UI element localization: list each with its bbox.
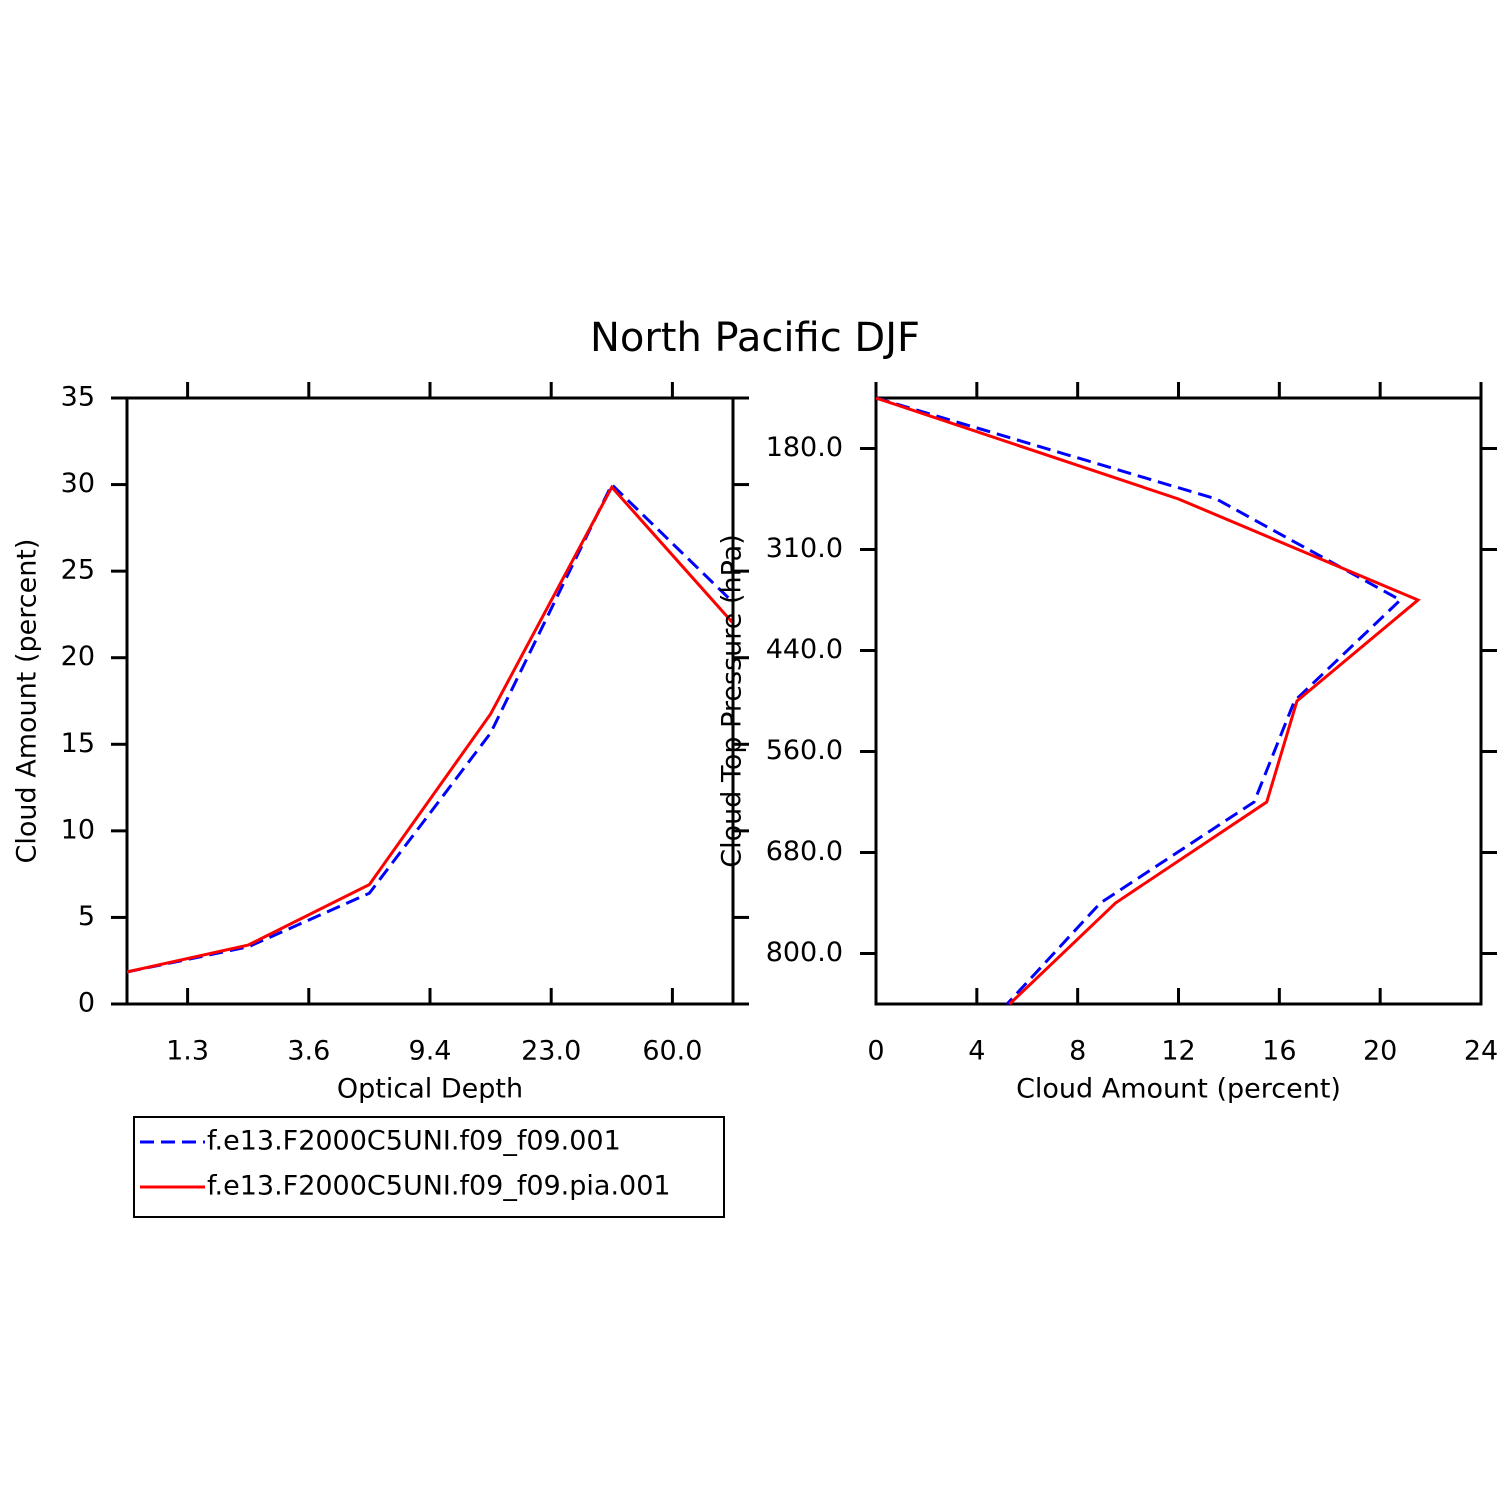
y-tick-label: 10 bbox=[61, 814, 95, 845]
y-axis-title: Cloud Amount (percent) bbox=[12, 539, 43, 864]
x-tick-label: 8 bbox=[1069, 1036, 1086, 1067]
x-tick-label: 4 bbox=[968, 1036, 985, 1067]
x-tick-label: 3.6 bbox=[287, 1036, 330, 1067]
x-tick-label: 20 bbox=[1363, 1036, 1397, 1067]
y-tick-label: 30 bbox=[61, 468, 95, 499]
x-axis-title: Optical Depth bbox=[337, 1074, 523, 1105]
legend-label: f.e13.F2000C5UNI.f09_f09.pia.001 bbox=[207, 1171, 671, 1202]
x-tick-label: 9.4 bbox=[409, 1036, 452, 1067]
y-tick-label: 680.0 bbox=[766, 836, 843, 867]
y-tick-label: 35 bbox=[61, 382, 95, 413]
series-line bbox=[126, 482, 735, 974]
x-tick-label: 12 bbox=[1161, 1036, 1195, 1067]
series-line bbox=[126, 484, 735, 974]
y-tick-label: 0 bbox=[78, 988, 95, 1019]
y-tick-label: 25 bbox=[61, 555, 95, 586]
y-tick-label: 180.0 bbox=[766, 432, 843, 463]
y-tick-label: 800.0 bbox=[766, 937, 843, 968]
y-tick-label: 560.0 bbox=[766, 735, 843, 766]
figure-title: North Pacific DJF bbox=[590, 315, 920, 361]
series-line bbox=[875, 396, 1421, 1006]
series-line bbox=[875, 396, 1403, 1006]
x-tick-label: 60.0 bbox=[642, 1036, 702, 1067]
y-tick-label: 20 bbox=[61, 641, 95, 672]
x-tick-label: 0 bbox=[867, 1036, 884, 1067]
legend-label: f.e13.F2000C5UNI.f09_f09.001 bbox=[207, 1126, 621, 1157]
y-tick-label: 5 bbox=[78, 901, 95, 932]
x-tick-label: 1.3 bbox=[166, 1036, 209, 1067]
y-tick-label: 15 bbox=[61, 728, 95, 759]
x-tick-label: 16 bbox=[1262, 1036, 1296, 1067]
y-tick-label: 440.0 bbox=[766, 634, 843, 665]
x-axis-title: Cloud Amount (percent) bbox=[1016, 1074, 1341, 1105]
y-tick-label: 310.0 bbox=[766, 533, 843, 564]
plot-frame bbox=[125, 396, 735, 1006]
legend-box bbox=[133, 1116, 725, 1218]
x-tick-label: 23.0 bbox=[521, 1036, 581, 1067]
x-tick-label: 24 bbox=[1464, 1036, 1498, 1067]
y-axis-title: Cloud Top Pressure (hPa) bbox=[717, 534, 748, 868]
